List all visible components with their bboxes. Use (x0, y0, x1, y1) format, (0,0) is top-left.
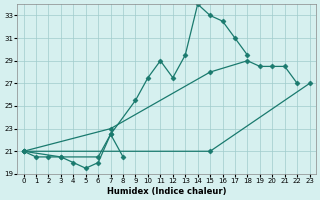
X-axis label: Humidex (Indice chaleur): Humidex (Indice chaleur) (107, 187, 226, 196)
